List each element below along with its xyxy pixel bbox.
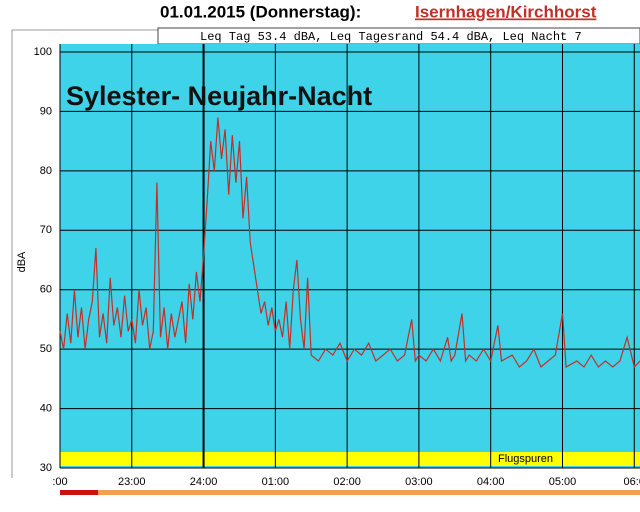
band-label: Flugspuren — [498, 453, 553, 465]
x-tick-label: 06:0 — [624, 476, 640, 488]
y-tick-label: 50 — [40, 343, 52, 355]
flight-band — [60, 452, 640, 466]
info-text: Leq Tag 53.4 dBA, Leq Tagesrand 54.4 dBA… — [200, 30, 582, 44]
y-tick-label: 80 — [40, 165, 52, 177]
plot-background — [60, 44, 640, 468]
x-tick-label: 04:00 — [477, 476, 505, 488]
x-tick-label: 03:00 — [405, 476, 433, 488]
data-line — [59, 117, 640, 369]
page-title: 01.01.2015 (Donnerstag): — [160, 2, 361, 21]
location-link[interactable]: Isernhagen/Kirchhorst — [415, 2, 597, 21]
axis-bar-red — [60, 490, 98, 495]
x-tick-label: :00 — [52, 476, 67, 488]
y-tick-label: 40 — [40, 402, 52, 414]
x-tick-label: 01:00 — [262, 476, 290, 488]
y-tick-label: 60 — [40, 284, 52, 296]
y-tick-label: 90 — [40, 105, 52, 117]
plot: Flugspuren — [59, 44, 640, 469]
x-tick-label: 05:00 — [549, 476, 577, 488]
y-tick-label: 70 — [40, 224, 52, 236]
x-tick-label: 02:00 — [333, 476, 361, 488]
y-axis-label: dBA — [16, 251, 28, 272]
axis-bar — [60, 490, 640, 495]
x-tick-label: 24:00 — [190, 476, 218, 488]
x-tick-label: 23:00 — [118, 476, 146, 488]
y-tick-label: 30 — [40, 462, 52, 474]
y-tick-label: 100 — [34, 46, 52, 58]
annotation: Sylester- Neujahr-Nacht — [66, 81, 372, 111]
